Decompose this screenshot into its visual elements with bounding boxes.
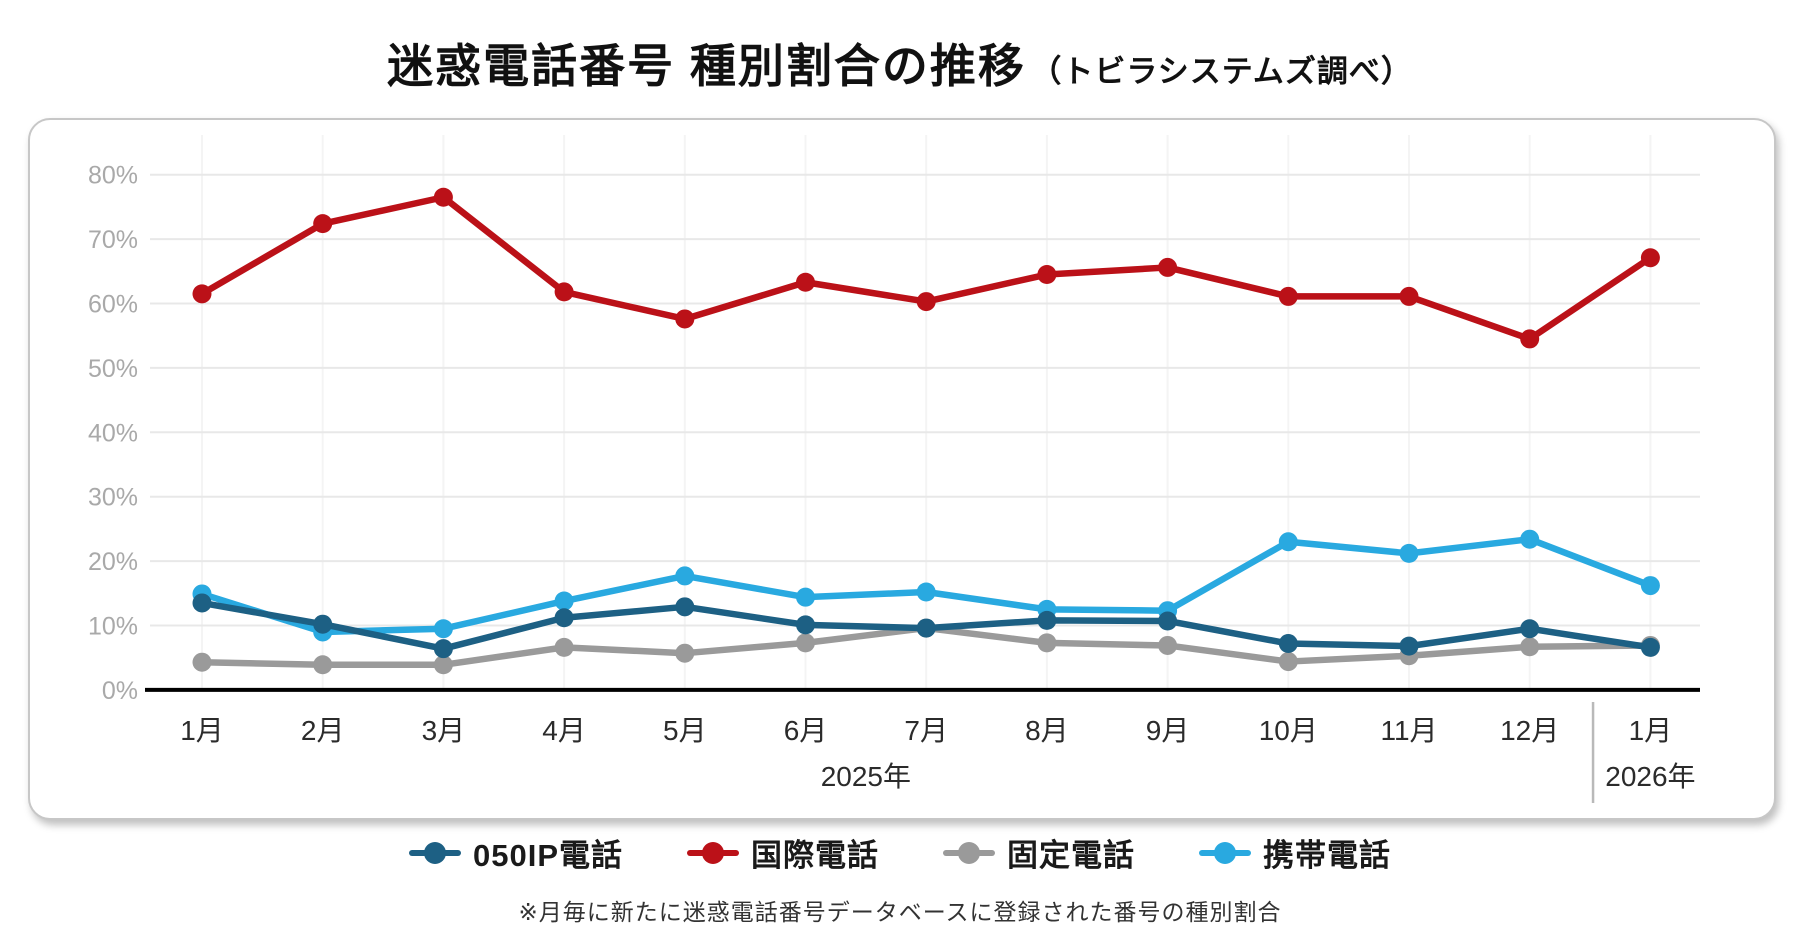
data-point <box>675 566 695 586</box>
legend-label: 携帯電話 <box>1263 838 1391 873</box>
series-050IP電話 <box>192 593 1660 659</box>
x-axis-label: 3月 <box>422 715 466 746</box>
vertical-gridlines <box>201 135 1652 690</box>
data-point <box>433 187 453 207</box>
legend-label: 050IP電話 <box>472 838 623 873</box>
data-point <box>192 284 212 304</box>
legend-marker-kokusai-icon <box>687 841 739 865</box>
x-axis-label: 7月 <box>904 715 948 746</box>
data-point <box>1158 257 1178 277</box>
dot-swatch-icon <box>958 841 980 864</box>
data-point <box>1399 286 1419 306</box>
legend-item-050ip: 050IP電話 <box>408 830 623 875</box>
x-axis-label: 9月 <box>1146 715 1190 746</box>
data-point <box>313 655 333 675</box>
data-point <box>675 597 695 617</box>
data-point <box>1640 248 1660 268</box>
data-point <box>1520 637 1540 657</box>
data-point <box>675 643 695 663</box>
y-axis-labels: 0% 10% 20% 30% 40% 50% 60% 70% 80% <box>88 162 138 705</box>
series-国際電話 <box>192 187 1660 349</box>
x-axis-label: 4月 <box>542 715 586 746</box>
data-point <box>554 282 574 302</box>
y-axis-label: 80% <box>88 162 138 190</box>
data-point <box>313 214 333 234</box>
x-axis-labels: 1月 2月 3月 4月 5月 6月 7月 8月 9月 10月 11月 12月 1月 <box>180 715 1672 746</box>
dot-swatch-icon <box>1214 841 1236 864</box>
data-point <box>1640 637 1660 657</box>
data-point <box>554 608 574 628</box>
y-axis-label: 10% <box>88 613 138 641</box>
y-axis-label: 20% <box>88 548 138 576</box>
data-point <box>1278 532 1298 552</box>
data-point <box>192 593 212 613</box>
x-axis-label: 1月 <box>1629 715 1673 746</box>
x-axis-label: 6月 <box>784 715 828 746</box>
y-axis-label: 50% <box>88 355 138 383</box>
legend-marker-kotei-icon <box>943 841 995 865</box>
series-携帯電話 <box>192 529 1660 642</box>
data-point <box>916 292 936 312</box>
data-point <box>433 619 453 639</box>
data-point <box>1520 529 1540 549</box>
page-title: 迷惑電話番号 種別割合の推移 （トビラシステムズ調べ） <box>0 30 1800 96</box>
data-point <box>796 615 815 635</box>
dot-swatch-icon <box>423 841 446 864</box>
data-point <box>1037 633 1057 653</box>
data-point <box>916 582 936 602</box>
x-axis-label: 8月 <box>1025 715 1069 746</box>
legend-item-kotei: 固定電話 <box>943 830 1135 875</box>
legend-item-kokusai: 国際電話 <box>687 830 879 875</box>
data-point <box>1278 634 1298 654</box>
data-point <box>433 655 453 675</box>
data-point <box>1520 619 1540 639</box>
footnote: ※月毎に新たに迷惑電話番号データベースに登録された番号の種別割合 <box>518 899 1282 925</box>
data-point <box>1158 611 1178 631</box>
y-axis-label: 70% <box>88 226 138 254</box>
x-axis-label: 11月 <box>1380 715 1437 746</box>
legend-item-keitai: 携帯電話 <box>1199 830 1391 875</box>
y-axis-label: 60% <box>88 291 138 319</box>
chart-title-sub: （トビラシステムズ調べ） <box>1030 54 1413 89</box>
y-axis-label: 0% <box>102 677 138 705</box>
data-point <box>433 639 453 659</box>
y-axis-label: 30% <box>88 484 138 512</box>
legend-label: 固定電話 <box>1007 838 1135 873</box>
data-point <box>796 587 815 607</box>
data-point <box>313 614 333 634</box>
data-point <box>1278 286 1298 306</box>
x-axis-label: 12月 <box>1500 715 1559 746</box>
x-axis-label: 5月 <box>663 715 707 746</box>
legend-marker-050ip-icon <box>408 841 461 865</box>
chart-legend: 050IP電話 国際電話 固定電話 携帯電話 <box>0 830 1800 875</box>
y-axis-label: 40% <box>88 419 138 447</box>
year-label-2025: 2025年 <box>821 761 911 792</box>
chart-panel <box>28 118 1776 820</box>
data-point <box>1640 576 1660 596</box>
data-point <box>554 591 574 611</box>
data-point <box>1399 543 1419 563</box>
data-point <box>796 633 815 653</box>
data-point <box>1520 329 1540 349</box>
data-point <box>1158 635 1178 655</box>
data-point <box>796 272 815 292</box>
horizontal-gridlines <box>150 173 1700 627</box>
data-point <box>554 637 574 657</box>
data-point <box>916 618 936 638</box>
x-axis-label: 10月 <box>1259 715 1318 746</box>
year-label-2026: 2026年 <box>1605 761 1695 792</box>
data-point <box>192 652 212 672</box>
legend-marker-keitai-icon <box>1199 841 1251 865</box>
data-point <box>1278 652 1298 672</box>
legend-label: 国際電話 <box>751 838 879 873</box>
dot-swatch-icon <box>702 841 724 864</box>
data-point <box>1037 610 1057 630</box>
data-point <box>675 309 695 329</box>
x-axis-label: 1月 <box>180 715 224 746</box>
chart-title-main: 迷惑電話番号 種別割合の推移 <box>387 40 1026 92</box>
data-point <box>1399 636 1419 656</box>
x-axis-label: 2月 <box>301 715 345 746</box>
data-point <box>1037 265 1057 285</box>
